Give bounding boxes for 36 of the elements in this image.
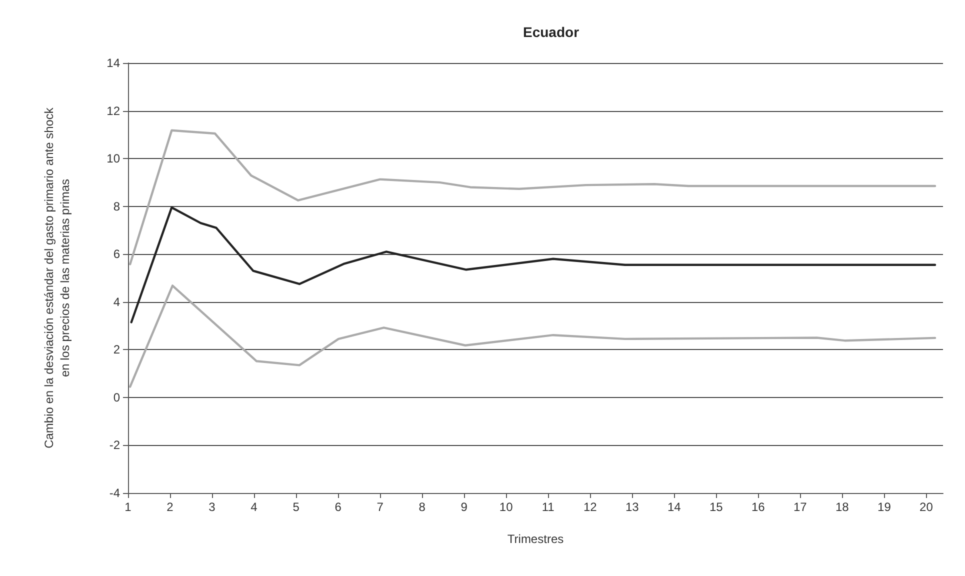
x-tick-label: 4 xyxy=(250,500,258,514)
chart-title: Ecuador xyxy=(522,24,580,40)
x-tick-label: 12 xyxy=(583,500,598,514)
x-tick-label: 19 xyxy=(878,500,892,514)
y-tick-label: 4 xyxy=(113,294,120,309)
x-tick-label: 14 xyxy=(667,500,682,514)
x-tick-label: 15 xyxy=(709,500,724,514)
y-tick-label: 0 xyxy=(113,390,120,404)
x-tick-label: 18 xyxy=(835,500,850,514)
x-tick-label: 2 xyxy=(166,500,174,514)
x-tick-label: 13 xyxy=(625,500,640,514)
x-tick-label: 6 xyxy=(334,500,342,514)
y-tick-label: 12 xyxy=(106,104,120,118)
line-series xyxy=(129,129,936,266)
x-tick-label: 9 xyxy=(460,500,468,514)
x-tick-label: 17 xyxy=(793,500,808,514)
y-tick-label: 8 xyxy=(113,199,120,214)
x-tick-label: 3 xyxy=(208,500,216,514)
x-tick-label: 1 xyxy=(124,500,132,514)
y-tick-label: -2 xyxy=(109,438,120,452)
x-tick-label: 5 xyxy=(292,500,300,514)
x-tick-label: 7 xyxy=(376,500,384,514)
y-tick-label: 6 xyxy=(113,247,120,262)
y-tick-label: -4 xyxy=(109,486,120,500)
y-tick-label: 10 xyxy=(106,152,120,166)
line-series xyxy=(130,206,936,324)
y-axis-title: Cambio en la desviación estándar del gasto primario ante shock en los precios de las materias primas xyxy=(42,106,72,448)
y-tick-label: 14 xyxy=(106,56,120,70)
x-tick-label: 10 xyxy=(499,500,514,514)
x-tick-label: 20 xyxy=(920,500,934,514)
x-tick-label: 16 xyxy=(751,500,766,514)
y-tick-label: 2 xyxy=(113,342,120,357)
x-tick-label: 11 xyxy=(542,500,555,514)
x-axis-title: Trimestres xyxy=(507,532,564,546)
x-tick-label: 8 xyxy=(418,500,426,514)
line-series xyxy=(129,284,936,388)
